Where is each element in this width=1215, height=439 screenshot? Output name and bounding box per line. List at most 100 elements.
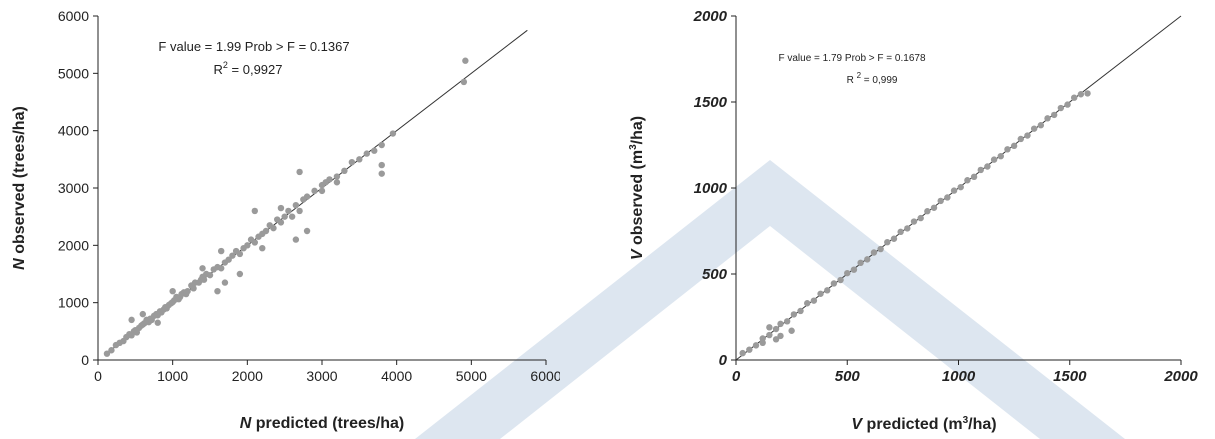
- right-data-point: [984, 163, 991, 170]
- left-data-point: [218, 247, 225, 255]
- right-data-point: [990, 156, 998, 163]
- left-data-point: [285, 207, 292, 215]
- left-data-point: [292, 202, 300, 209]
- right-data-point: [1057, 104, 1065, 112]
- left-data-point: [303, 193, 311, 200]
- left-data-point: [199, 265, 206, 272]
- left-plot-area: 0 1000 2000 3000 4000 5000 6000 0 1000 2000 3000 40…: [58, 8, 560, 384]
- right-data-point: [1010, 142, 1018, 150]
- right-data-point: [870, 249, 878, 256]
- right-x-axis-sup: 3: [963, 415, 969, 426]
- left-data-point: [236, 250, 244, 258]
- right-data-point: [746, 346, 753, 353]
- right-y-axis-end: /ha): [629, 116, 646, 144]
- left-data-point: [311, 187, 318, 195]
- right-y-axis-label: V observed (m3/ha): [628, 116, 646, 260]
- left-data-point: [128, 316, 135, 324]
- right-data-point: [944, 194, 951, 201]
- right-data-point: [937, 197, 944, 205]
- left-y-axis-var: N: [11, 258, 28, 270]
- right-data-point: [824, 287, 831, 294]
- left-data-point: [378, 161, 385, 169]
- right-data-point: [1044, 115, 1051, 122]
- left-data-point: [292, 236, 300, 243]
- left-y-tick-label: 5000: [58, 65, 89, 81]
- right-x-tick-label: 2000: [1163, 368, 1198, 385]
- left-data-point: [108, 347, 115, 354]
- right-data-point: [772, 336, 780, 343]
- left-data-point: [378, 170, 385, 177]
- left-y-axis-text: observed (trees/ha): [11, 106, 28, 258]
- right-x-axis-label: V predicted (m3/ha): [851, 415, 996, 433]
- right-data-point: [759, 339, 766, 346]
- right-data-point: [1017, 135, 1024, 143]
- right-data-point: [957, 183, 964, 191]
- right-data-point: [864, 256, 871, 263]
- right-data-point: [964, 177, 971, 184]
- right-x-axis-var: V: [851, 416, 863, 433]
- left-data-point: [462, 57, 469, 64]
- right-x-axis-text: predicted (m: [862, 416, 962, 433]
- right-data-point: [1024, 132, 1031, 139]
- right-data-point: [766, 331, 773, 339]
- right-annotation-fstat: F value = 1.79 Prob > F = 0.1678: [778, 53, 925, 64]
- left-x-tick-label: 3000: [306, 368, 337, 384]
- right-annotation-r2: R 2 = 0,999: [847, 71, 898, 86]
- right-data-point: [1077, 91, 1085, 98]
- right-data-point: [877, 245, 884, 253]
- right-data-point: [783, 318, 791, 325]
- right-data-point: [844, 269, 851, 277]
- left-data-point: [363, 150, 370, 157]
- right-data-point: [772, 325, 780, 333]
- left-data-point: [190, 285, 197, 292]
- left-data-point: [262, 227, 270, 235]
- right-data-point: [924, 208, 931, 215]
- right-y-tick-label: 1500: [694, 94, 728, 111]
- right-x-tick-label: 500: [835, 368, 861, 385]
- left-x-tick-label: 4000: [381, 368, 412, 384]
- right-data-point: [777, 332, 784, 340]
- left-y-axis-label: N observed (trees/ha): [11, 106, 28, 270]
- left-data-point: [296, 168, 303, 176]
- right-y-axis-text: observed (m: [629, 150, 646, 250]
- left-data-point: [229, 252, 236, 259]
- right-y-tick-label: 0: [719, 352, 728, 369]
- left-data-point: [371, 147, 378, 154]
- right-x-tick-label: 1500: [1053, 368, 1087, 385]
- right-data-point: [997, 152, 1004, 160]
- left-data-point: [281, 213, 288, 220]
- left-data-point: [169, 288, 176, 295]
- left-data-point: [139, 310, 146, 318]
- left-data-point: [326, 176, 333, 183]
- left-data-point: [244, 242, 251, 249]
- left-data-point: [296, 207, 303, 215]
- left-x-tick-label: 5000: [456, 368, 487, 384]
- right-data-point: [1064, 101, 1071, 108]
- left-annotation-fstat: F value = 1.99 Prob > F = 0.1367: [158, 39, 349, 54]
- left-scatter-chart: 0 1000 2000 3000 4000 5000 6000 0 1000 2000 3000 40…: [11, 8, 560, 432]
- right-data-point: [950, 187, 958, 194]
- left-data-point: [288, 213, 296, 220]
- right-data-point: [817, 290, 824, 297]
- left-data-point: [206, 271, 214, 279]
- left-data-point: [200, 276, 208, 283]
- right-data-point: [910, 218, 918, 225]
- left-data-point: [378, 141, 385, 149]
- left-data-point: [218, 265, 225, 272]
- left-data-point: [251, 207, 258, 215]
- right-data-point: [1084, 90, 1091, 97]
- left-x-tick-label: 0: [94, 368, 102, 384]
- left-data-point: [303, 227, 311, 235]
- right-y-axis-sup: 3: [628, 144, 639, 150]
- right-x-tick-label: 0: [732, 368, 741, 385]
- left-data-point: [221, 279, 229, 286]
- right-data-point: [930, 204, 938, 211]
- left-data-point: [225, 256, 232, 263]
- right-data-point: [752, 342, 760, 349]
- left-data-point: [184, 288, 191, 295]
- left-data-point: [333, 179, 341, 186]
- left-data-point: [356, 156, 363, 163]
- right-data-point: [897, 228, 904, 236]
- left-r2-value: = 0,9927: [228, 62, 283, 77]
